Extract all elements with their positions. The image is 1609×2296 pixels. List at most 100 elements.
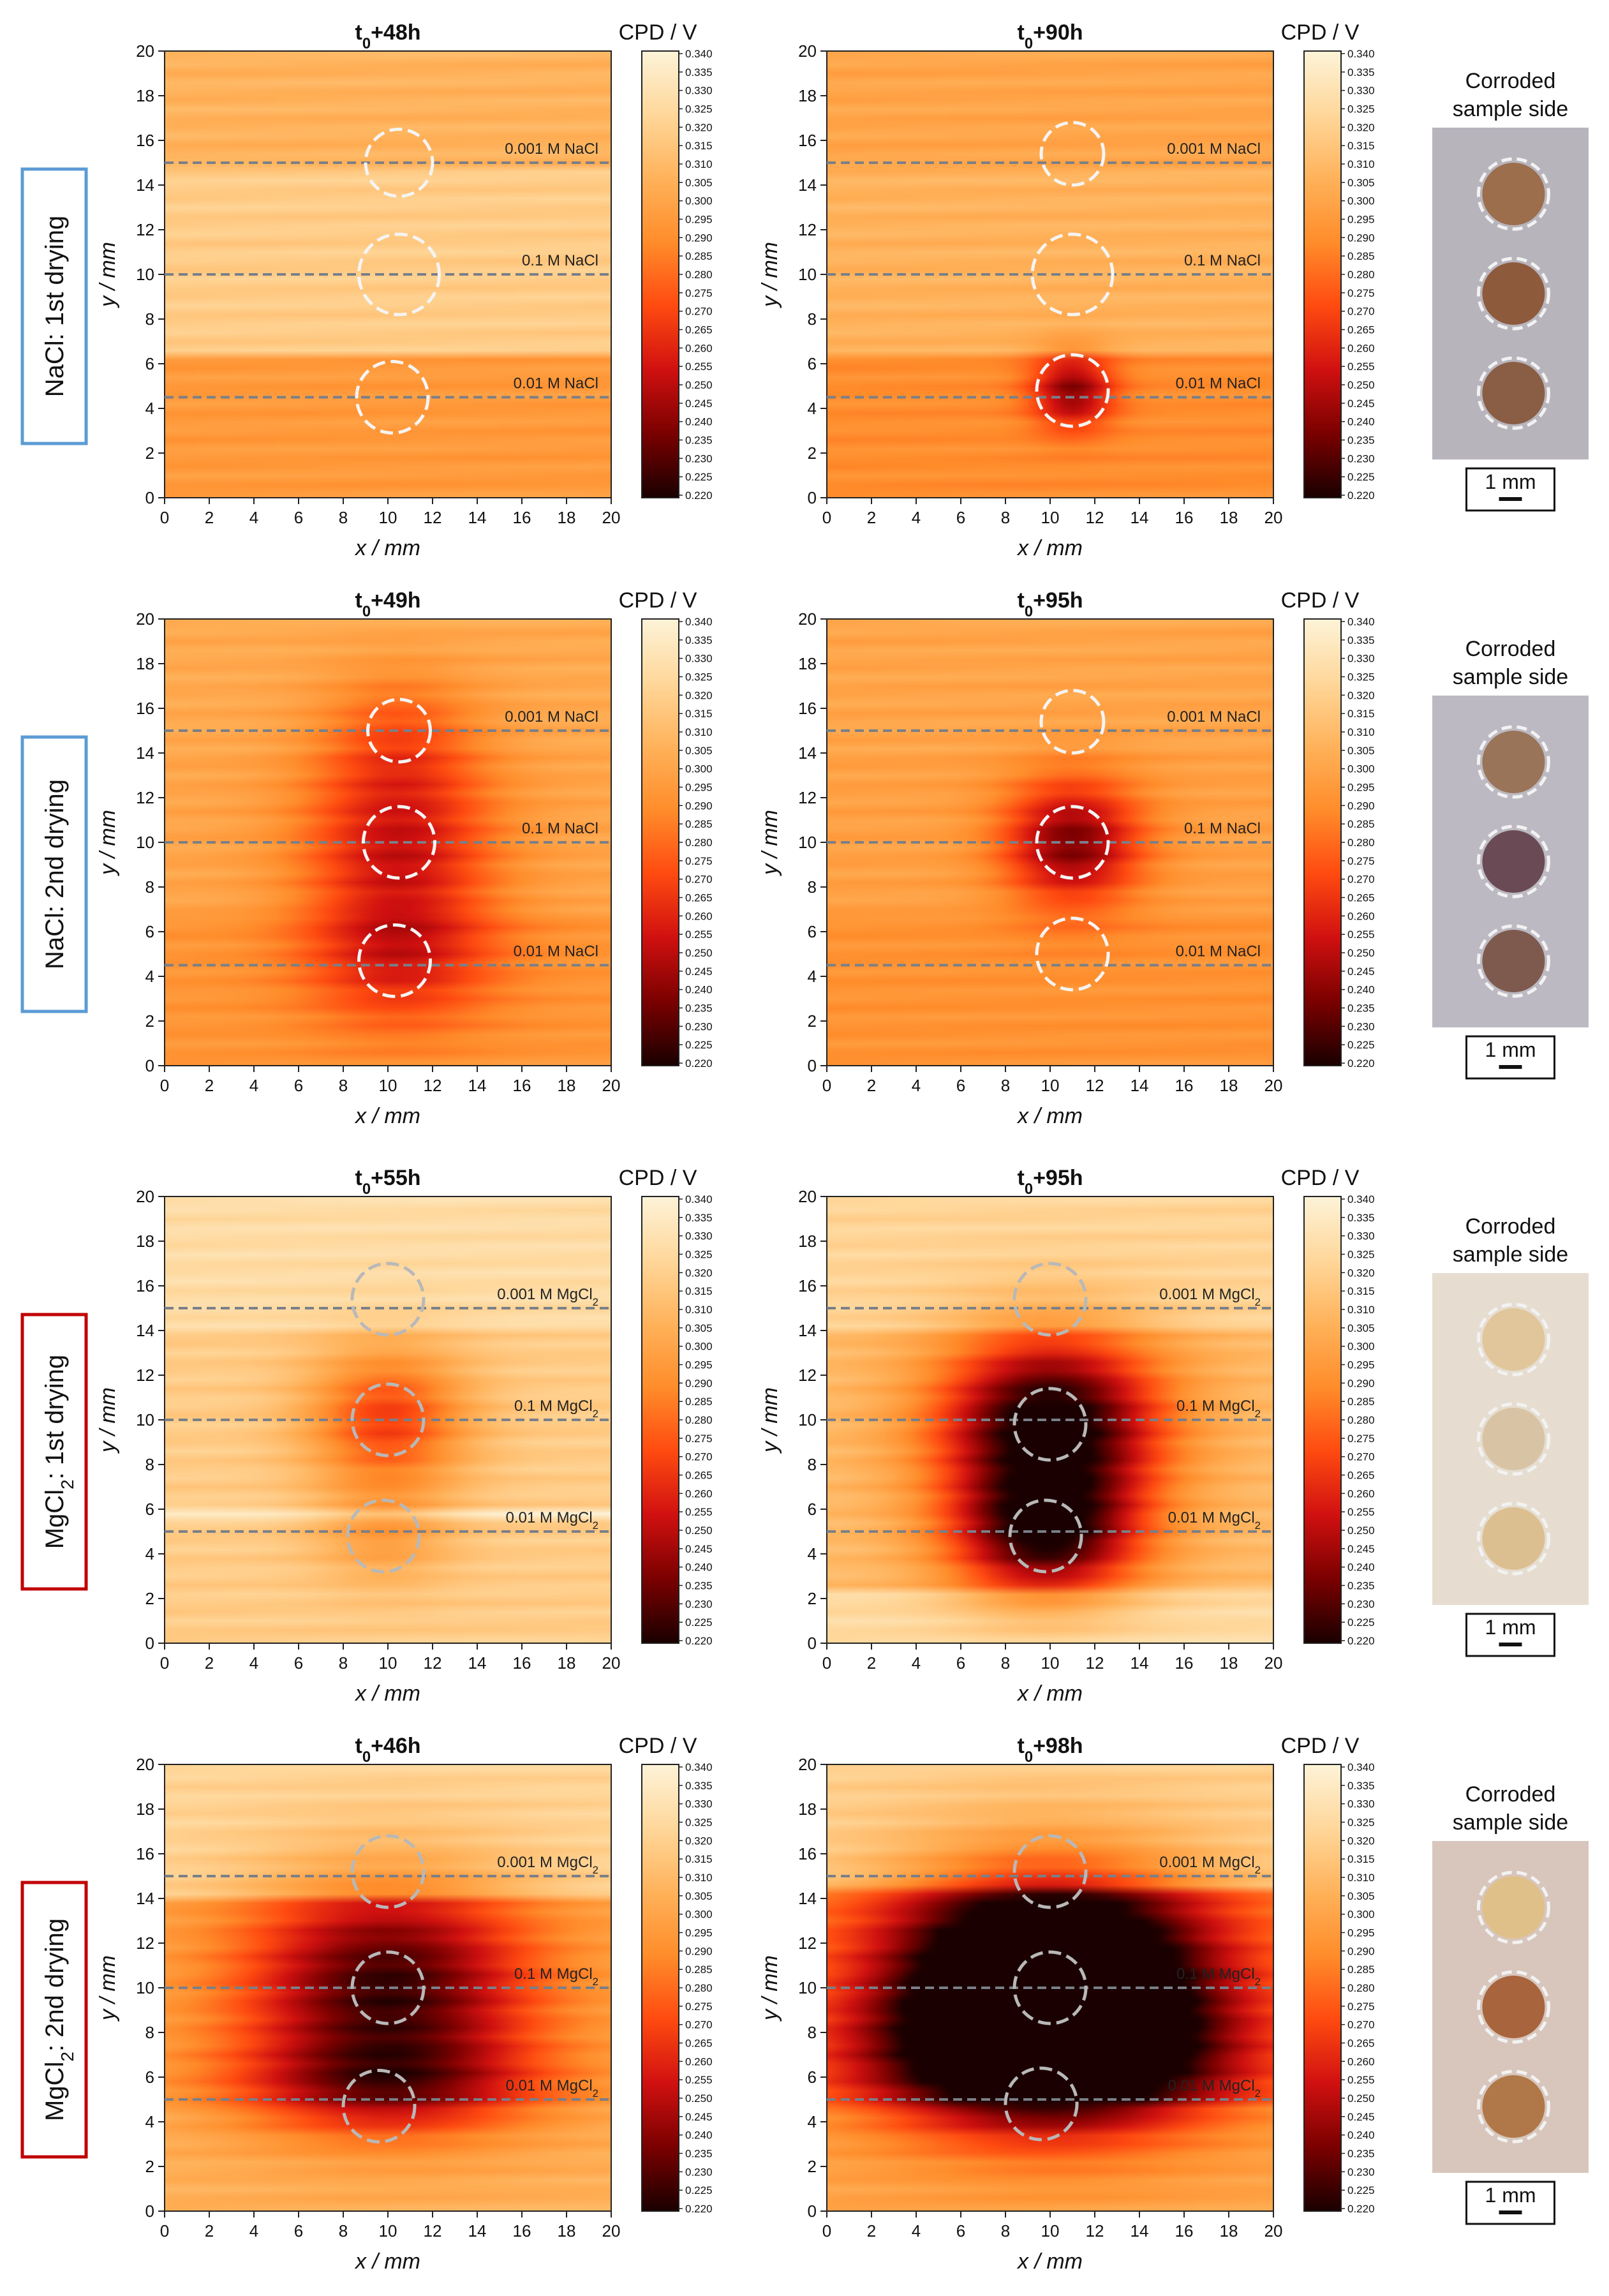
colorbar-tick-label: 0.235 [1347, 1580, 1375, 1592]
x-tick-label: 14 [1131, 1653, 1149, 1673]
colorbar-tick-label: 0.320 [1347, 689, 1375, 701]
row-label: NaCl: 1st drying [20, 167, 88, 445]
spot-outline [1476, 157, 1550, 231]
text-part: 0.1 M MgCl [1176, 1398, 1255, 1415]
y-tick-label: 6 [808, 354, 817, 373]
panel-title: t0+55h [355, 1166, 420, 1198]
colorbar-tick-label: 0.260 [1347, 342, 1375, 354]
text-part: 0.1 M MgCl [1176, 1965, 1255, 1983]
corrosion-spot [1482, 830, 1545, 893]
colorbar-tick-label: 0.325 [1347, 1249, 1375, 1261]
y-axis-label: y / mm [758, 242, 782, 308]
colorbar-tick-label: 0.275 [1347, 1433, 1375, 1445]
droplet-circle [362, 805, 436, 880]
y-tick-label: 6 [808, 1500, 817, 1519]
colorbar-tick-label: 0.340 [1347, 1761, 1375, 1773]
colorbar-tick-label: 0.230 [1347, 1020, 1375, 1032]
colorbar-tick-label: 0.310 [1347, 1304, 1375, 1316]
y-tick-label: 14 [136, 1889, 154, 1908]
panel-title: t0+95h [1017, 588, 1083, 620]
y-tick-label: 14 [798, 1889, 817, 1908]
x-axis-label: x / mm [1016, 2249, 1083, 2274]
x-tick-label: 10 [1041, 1076, 1060, 1095]
colorbar-tick-label: 0.290 [1347, 1945, 1375, 1957]
colorbar-ramp [1303, 1196, 1342, 1644]
y-axis-label: y / mm [96, 1387, 120, 1454]
x-tick-label: 12 [424, 2221, 442, 2240]
y-axis-label: y / mm [96, 242, 120, 308]
droplet-circle [1039, 121, 1106, 187]
colorbar: CPD / V 0.340 0.335 0.330 0.325 0.320 0.315 0.3… [619, 20, 713, 502]
x-tick-label: 6 [294, 1653, 303, 1673]
colorbar-tick-label: 0.320 [1347, 121, 1375, 133]
x-axis-label: x / mm [1016, 536, 1083, 560]
droplet-label: 0.001 M NaCl [505, 708, 598, 726]
x-tick-label: 12 [1086, 1076, 1104, 1095]
droplet-circle [1008, 1498, 1083, 1574]
colorbar-tick-label: 0.285 [685, 1964, 713, 1976]
y-tick-label: 10 [798, 1410, 817, 1429]
x-tick-label: 14 [468, 1653, 487, 1673]
text-part: : 1st drying [41, 1355, 69, 1480]
colorbar-tick-label: 0.325 [1347, 1817, 1375, 1829]
y-tick-label: 10 [136, 265, 154, 284]
colorbar-tick-label: 0.330 [685, 653, 713, 665]
y-tick-label: 18 [136, 654, 154, 673]
row-label-text: NaCl: 2nd drying [41, 779, 69, 969]
x-tick-label: 0 [160, 1653, 169, 1673]
text-part: 0.001 M MgCl [497, 1854, 592, 1871]
x-tick-label: 4 [249, 1076, 258, 1095]
colorbar-tick-label: 0.335 [1347, 634, 1375, 646]
droplet-label: 0.01 M MgCl2 [1168, 1509, 1261, 1532]
y-tick-label: 8 [808, 309, 817, 329]
x-tick-label: 2 [867, 1653, 876, 1673]
droplet-label: 0.1 M NaCl [1184, 820, 1261, 837]
colorbar-tick-label: 0.280 [685, 1414, 713, 1426]
subscript: 2 [593, 1408, 598, 1420]
colorbar-tick-label: 0.305 [1347, 745, 1375, 757]
colorbar-tick-label: 0.340 [1347, 48, 1375, 60]
y-tick-label: 12 [136, 788, 154, 807]
y-tick-label: 18 [136, 1232, 154, 1251]
droplet-label: 0.001 M NaCl [1167, 140, 1261, 158]
text-part: 0.1 M MgCl [514, 1398, 593, 1415]
y-tick-label: 20 [798, 41, 817, 61]
x-tick-label: 12 [1086, 1653, 1104, 1673]
colorbar-tick-label: 0.230 [1347, 1598, 1375, 1610]
colorbar-tick-label: 0.270 [685, 2019, 713, 2031]
title-rest: +48h [371, 20, 420, 45]
colorbar-tick-label: 0.220 [1347, 1635, 1375, 1647]
x-tick-label: 6 [956, 1653, 965, 1673]
droplet-label: 0.001 M NaCl [505, 140, 598, 158]
colorbar-tick-label: 0.325 [685, 1817, 713, 1829]
x-tick-label: 8 [339, 508, 348, 527]
y-tick-label: 20 [136, 41, 154, 61]
colorbar-tick-label: 0.340 [1347, 616, 1375, 628]
colorbar-tick-label: 0.315 [1347, 140, 1375, 152]
droplet-label: 0.01 M NaCl [514, 375, 598, 392]
y-tick-label: 16 [136, 699, 154, 718]
y-tick-label: 6 [145, 1500, 154, 1519]
colorbar-tick-label: 0.335 [1347, 66, 1375, 78]
colorbar-tick-label: 0.225 [1347, 1039, 1375, 1051]
colorbar-tick-label: 0.270 [1347, 306, 1375, 318]
row-label-text: MgCl2: 1st drying [41, 1355, 77, 1549]
subscript: 2 [1255, 2087, 1261, 2099]
x-tick-label: 6 [956, 1076, 965, 1095]
y-tick-label: 4 [808, 967, 817, 986]
colorbar-title: CPD / V [619, 1734, 697, 1758]
colorbar-tick-label: 0.310 [1347, 158, 1375, 170]
spot-outline [1476, 725, 1550, 799]
colorbar-title: CPD / V [1281, 20, 1360, 45]
x-tick-label: 4 [912, 508, 921, 527]
y-tick-label: 8 [808, 2023, 817, 2042]
colorbar-tick-label: 0.285 [1347, 1396, 1375, 1408]
scale-box [1465, 2180, 1555, 2225]
colorbar-tick-label: 0.220 [1347, 2203, 1375, 2215]
panel-title: t0+46h [355, 1734, 420, 1766]
colorbar-tick-label: 0.280 [685, 837, 713, 849]
subscript: 2 [1255, 1864, 1261, 1876]
